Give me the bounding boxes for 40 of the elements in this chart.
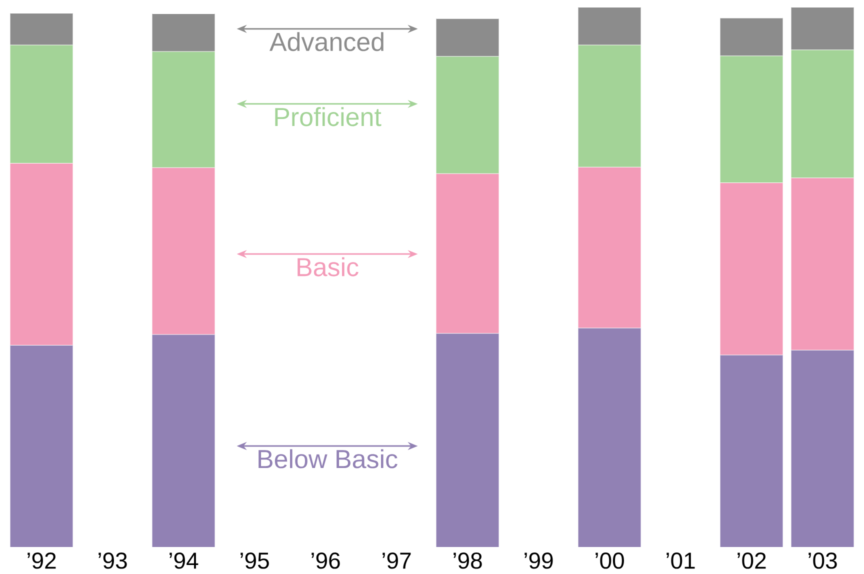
bar [720, 354, 783, 547]
bar [720, 56, 783, 182]
bar [152, 51, 215, 168]
bar [791, 178, 854, 350]
bar [152, 13, 215, 52]
bar [791, 7, 854, 50]
bar [791, 50, 854, 178]
bar [152, 334, 215, 547]
x-tick-label: ’96 [312, 552, 340, 569]
x-tick-label: ’01 [666, 552, 695, 569]
bar [10, 163, 73, 346]
legend-label: Below Basic [258, 449, 398, 468]
bar [578, 44, 641, 167]
legend-label: Advanced [270, 32, 384, 52]
bar [436, 56, 499, 174]
bar [720, 18, 783, 56]
bar [578, 328, 641, 547]
x-tick-label: ’02 [738, 552, 766, 569]
bar [152, 167, 215, 334]
legend-label: Proficient [275, 107, 382, 126]
x-tick-label: ’95 [240, 552, 269, 569]
x-tick-label: ’92 [28, 552, 56, 569]
x-tick-label: ’98 [454, 552, 482, 569]
legend-label: Basic [298, 257, 358, 276]
x-tick-label: ’97 [382, 552, 411, 569]
x-tick-label: ’93 [98, 552, 127, 569]
bar [578, 7, 641, 45]
bar [436, 18, 499, 56]
bar [436, 173, 499, 334]
bar [10, 44, 73, 164]
bar [10, 12, 73, 45]
bar [578, 166, 641, 328]
x-tick-label: ’03 [808, 552, 837, 569]
bar [720, 182, 783, 355]
x-tick-label: ’00 [596, 552, 624, 569]
bar [10, 345, 73, 547]
x-tick-label: ’94 [170, 552, 198, 569]
bar [436, 333, 499, 547]
x-tick-label: ’99 [524, 552, 553, 569]
bar [791, 350, 854, 547]
